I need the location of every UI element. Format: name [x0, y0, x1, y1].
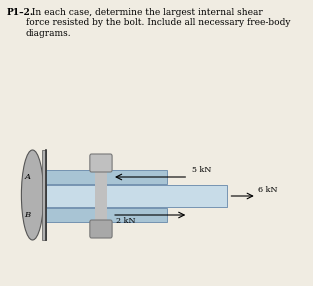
Bar: [95, 170, 107, 222]
Text: In each case, determine the largest internal shear
force resisted by the bolt. I: In each case, determine the largest inte…: [26, 8, 290, 38]
Text: B: B: [24, 211, 30, 219]
Ellipse shape: [21, 150, 44, 240]
Text: 5 kN: 5 kN: [192, 166, 211, 174]
Text: 2 kN: 2 kN: [115, 217, 135, 225]
FancyBboxPatch shape: [90, 220, 112, 238]
Bar: [46, 170, 167, 184]
Bar: [46, 208, 167, 222]
Text: 6 kN: 6 kN: [259, 186, 278, 194]
Bar: [42, 150, 46, 240]
Bar: [46, 185, 227, 207]
FancyBboxPatch shape: [90, 154, 112, 172]
Text: P1–2.: P1–2.: [7, 8, 34, 17]
Text: A: A: [24, 173, 30, 181]
